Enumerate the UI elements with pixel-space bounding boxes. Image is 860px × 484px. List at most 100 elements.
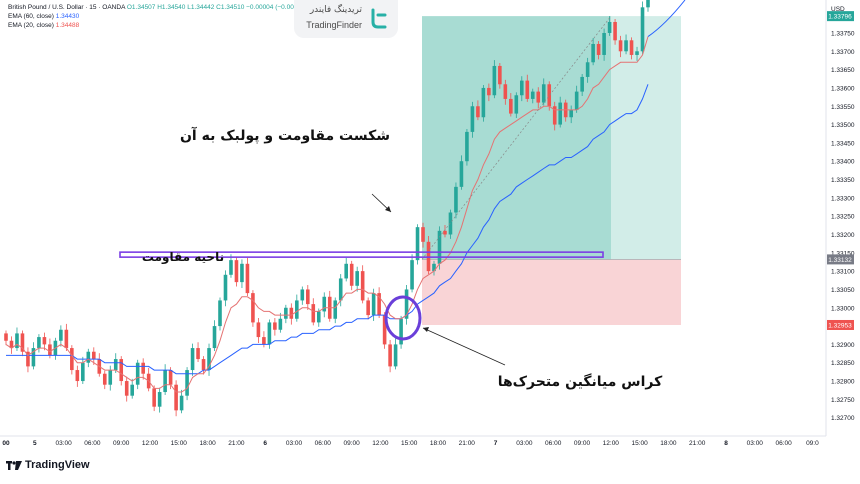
- candle-body: [190, 348, 195, 371]
- ema60-label: EMA (60, close): [8, 13, 54, 20]
- x-tick-label: 15:00: [631, 440, 648, 447]
- candle-body: [530, 91, 535, 99]
- ema-slow-tail: [647, 0, 686, 38]
- brand-watermark: تریدینگ فایندر TradingFinder: [294, 0, 398, 38]
- candle-body: [311, 304, 316, 323]
- candle-body: [108, 370, 113, 385]
- y-tick-label: 1.32700: [831, 415, 855, 422]
- ema-fast-line: [5, 36, 649, 393]
- candle-body: [552, 106, 557, 125]
- candle-body: [569, 109, 573, 118]
- x-tick-label: 5: [33, 440, 37, 447]
- candle-body: [273, 322, 277, 330]
- candle-body: [152, 388, 156, 407]
- x-tick-label: 06:00: [84, 440, 101, 447]
- candle-body: [596, 43, 601, 55]
- ohlc-values: O1.34507 H1.34540 L1.34442 C1.34510 −0.0…: [126, 4, 302, 11]
- candle-body: [646, 0, 650, 8]
- candle-body: [371, 293, 376, 316]
- currency-label: USD: [831, 6, 845, 13]
- candle-body: [289, 307, 294, 319]
- candle-body: [130, 384, 135, 396]
- candle-body: [421, 227, 425, 242]
- x-tick-label: 03:00: [516, 440, 533, 447]
- candle-body: [558, 102, 563, 125]
- candle-body: [102, 373, 107, 385]
- candle-body: [64, 329, 69, 349]
- candle-body: [212, 326, 217, 349]
- candle-body: [124, 381, 129, 396]
- candle-body: [574, 91, 579, 110]
- x-tick-label: 09:00: [113, 440, 130, 447]
- y-tick-label: 1.32900: [831, 342, 855, 349]
- candle-body: [240, 263, 244, 283]
- x-tick-label: 12:00: [372, 440, 389, 447]
- candle-body: [448, 212, 453, 235]
- profit-zone-extension: [611, 16, 681, 260]
- tradingview-logo[interactable]: TradingView: [6, 459, 90, 471]
- tradingfinder-logo-icon: [371, 8, 387, 29]
- x-tick-label: 09:00: [343, 440, 360, 447]
- candle-body: [37, 337, 41, 349]
- candle-body: [366, 300, 370, 316]
- candle-body: [547, 84, 552, 107]
- x-tick-label: 6: [263, 440, 267, 447]
- x-tick-label: 03:00: [55, 440, 72, 447]
- candle-body: [355, 271, 359, 286]
- x-tick-label: 06:00: [545, 440, 562, 447]
- candle-body: [75, 370, 80, 382]
- candle-body: [344, 263, 349, 279]
- x-tick-label: 15:00: [401, 440, 418, 447]
- candle-body: [168, 370, 173, 385]
- x-tick-label: 03:00: [286, 440, 303, 447]
- x-tick-label: 09:00: [574, 440, 591, 447]
- y-tick-label: 1.33650: [831, 67, 855, 74]
- candle-body: [487, 87, 491, 96]
- candle-body: [459, 161, 464, 187]
- tradingview-icon: [6, 460, 22, 470]
- candle-body: [629, 40, 634, 55]
- candle-body: [541, 84, 546, 103]
- y-tick-label: 1.33400: [831, 159, 855, 166]
- candle-body: [382, 315, 387, 345]
- candle-body: [640, 7, 645, 52]
- candle-body: [91, 351, 96, 360]
- x-tick-label: 12:00: [603, 440, 620, 447]
- x-tick-label: 18:00: [660, 440, 677, 447]
- y-tick-label: 1.33200: [831, 232, 855, 239]
- candle-body: [31, 348, 36, 367]
- ema60-value: 1.34430: [55, 13, 80, 20]
- candle-body: [536, 91, 541, 103]
- candle-body: [349, 263, 354, 286]
- candle-body: [86, 351, 91, 363]
- x-tick-label: 18:00: [199, 440, 216, 447]
- candle-body: [492, 65, 497, 96]
- candle-body: [26, 351, 30, 367]
- candle-body: [223, 274, 228, 301]
- candle-body: [454, 186, 458, 213]
- ema-slow-line: [6, 84, 649, 375]
- y-tick-label: 1.33150: [831, 250, 855, 257]
- candle-body: [70, 348, 74, 371]
- x-tick-label: 7: [494, 440, 498, 447]
- y-tick-label: 1.32850: [831, 360, 855, 367]
- candle-body: [338, 278, 343, 301]
- y-tick-label: 1.33100: [831, 269, 855, 276]
- candle-body: [519, 80, 524, 96]
- x-tick-label: 21:00: [459, 440, 476, 447]
- y-tick-label: 1.32800: [831, 379, 855, 386]
- candle-body: [322, 296, 327, 312]
- candle-body: [229, 260, 233, 275]
- candle-body: [218, 300, 222, 327]
- tradingview-label: TradingView: [25, 459, 90, 471]
- candle-body: [607, 21, 612, 33]
- x-tick-label: 09:0: [806, 440, 819, 447]
- candle-body: [404, 289, 409, 319]
- candle-body: [113, 359, 118, 371]
- candle-body: [635, 51, 639, 55]
- candle-body: [410, 260, 414, 290]
- stop-price-label: 1.32953: [828, 322, 852, 329]
- candle-body: [9, 340, 14, 349]
- candle-body: [207, 348, 211, 371]
